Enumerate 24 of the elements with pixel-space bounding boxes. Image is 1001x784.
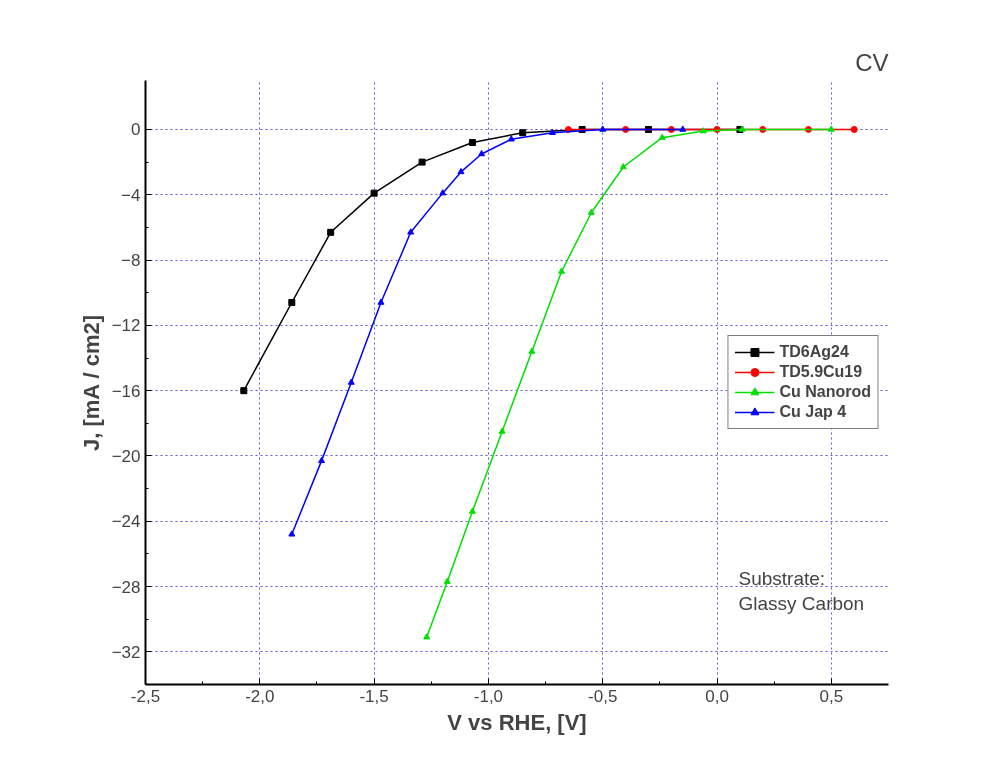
y-tick-label: −28 [111, 577, 141, 597]
x-tick-label: -1,5 [359, 686, 389, 706]
x-axis-title: V vs RHE, [V] [447, 709, 587, 735]
x-tick-label: -0,5 [588, 686, 618, 706]
y-tick-label: −12 [111, 316, 141, 336]
annotation: Substrate: Glassy Carbon [738, 568, 865, 615]
x-tick-label: -1,0 [473, 686, 504, 706]
legend-label: TD5.9Cu19 [779, 363, 863, 381]
legend-label: Cu Nanorod [779, 383, 871, 401]
chart-title: CV [855, 48, 889, 76]
x-tick-label: -2,5 [130, 686, 161, 706]
x-tick-label: -2,0 [245, 686, 275, 706]
y-tick-label: 0 [131, 120, 141, 140]
legend-label: Cu Jap 4 [779, 403, 847, 421]
y-tick-label: −32 [111, 642, 141, 662]
legend-label: TD6Ag24 [779, 343, 849, 361]
y-tick-label: −4 [121, 185, 141, 205]
x-tick-label: 0,5 [819, 686, 844, 706]
y-tick-label: −24 [111, 512, 141, 532]
x-tick-label: 0,0 [705, 686, 729, 706]
y-tick-label: −8 [121, 251, 141, 271]
y-tick-label: −16 [111, 381, 141, 401]
y-axis-title: J, [mA / cm2] [78, 314, 104, 451]
y-tick-label: −20 [111, 446, 141, 466]
